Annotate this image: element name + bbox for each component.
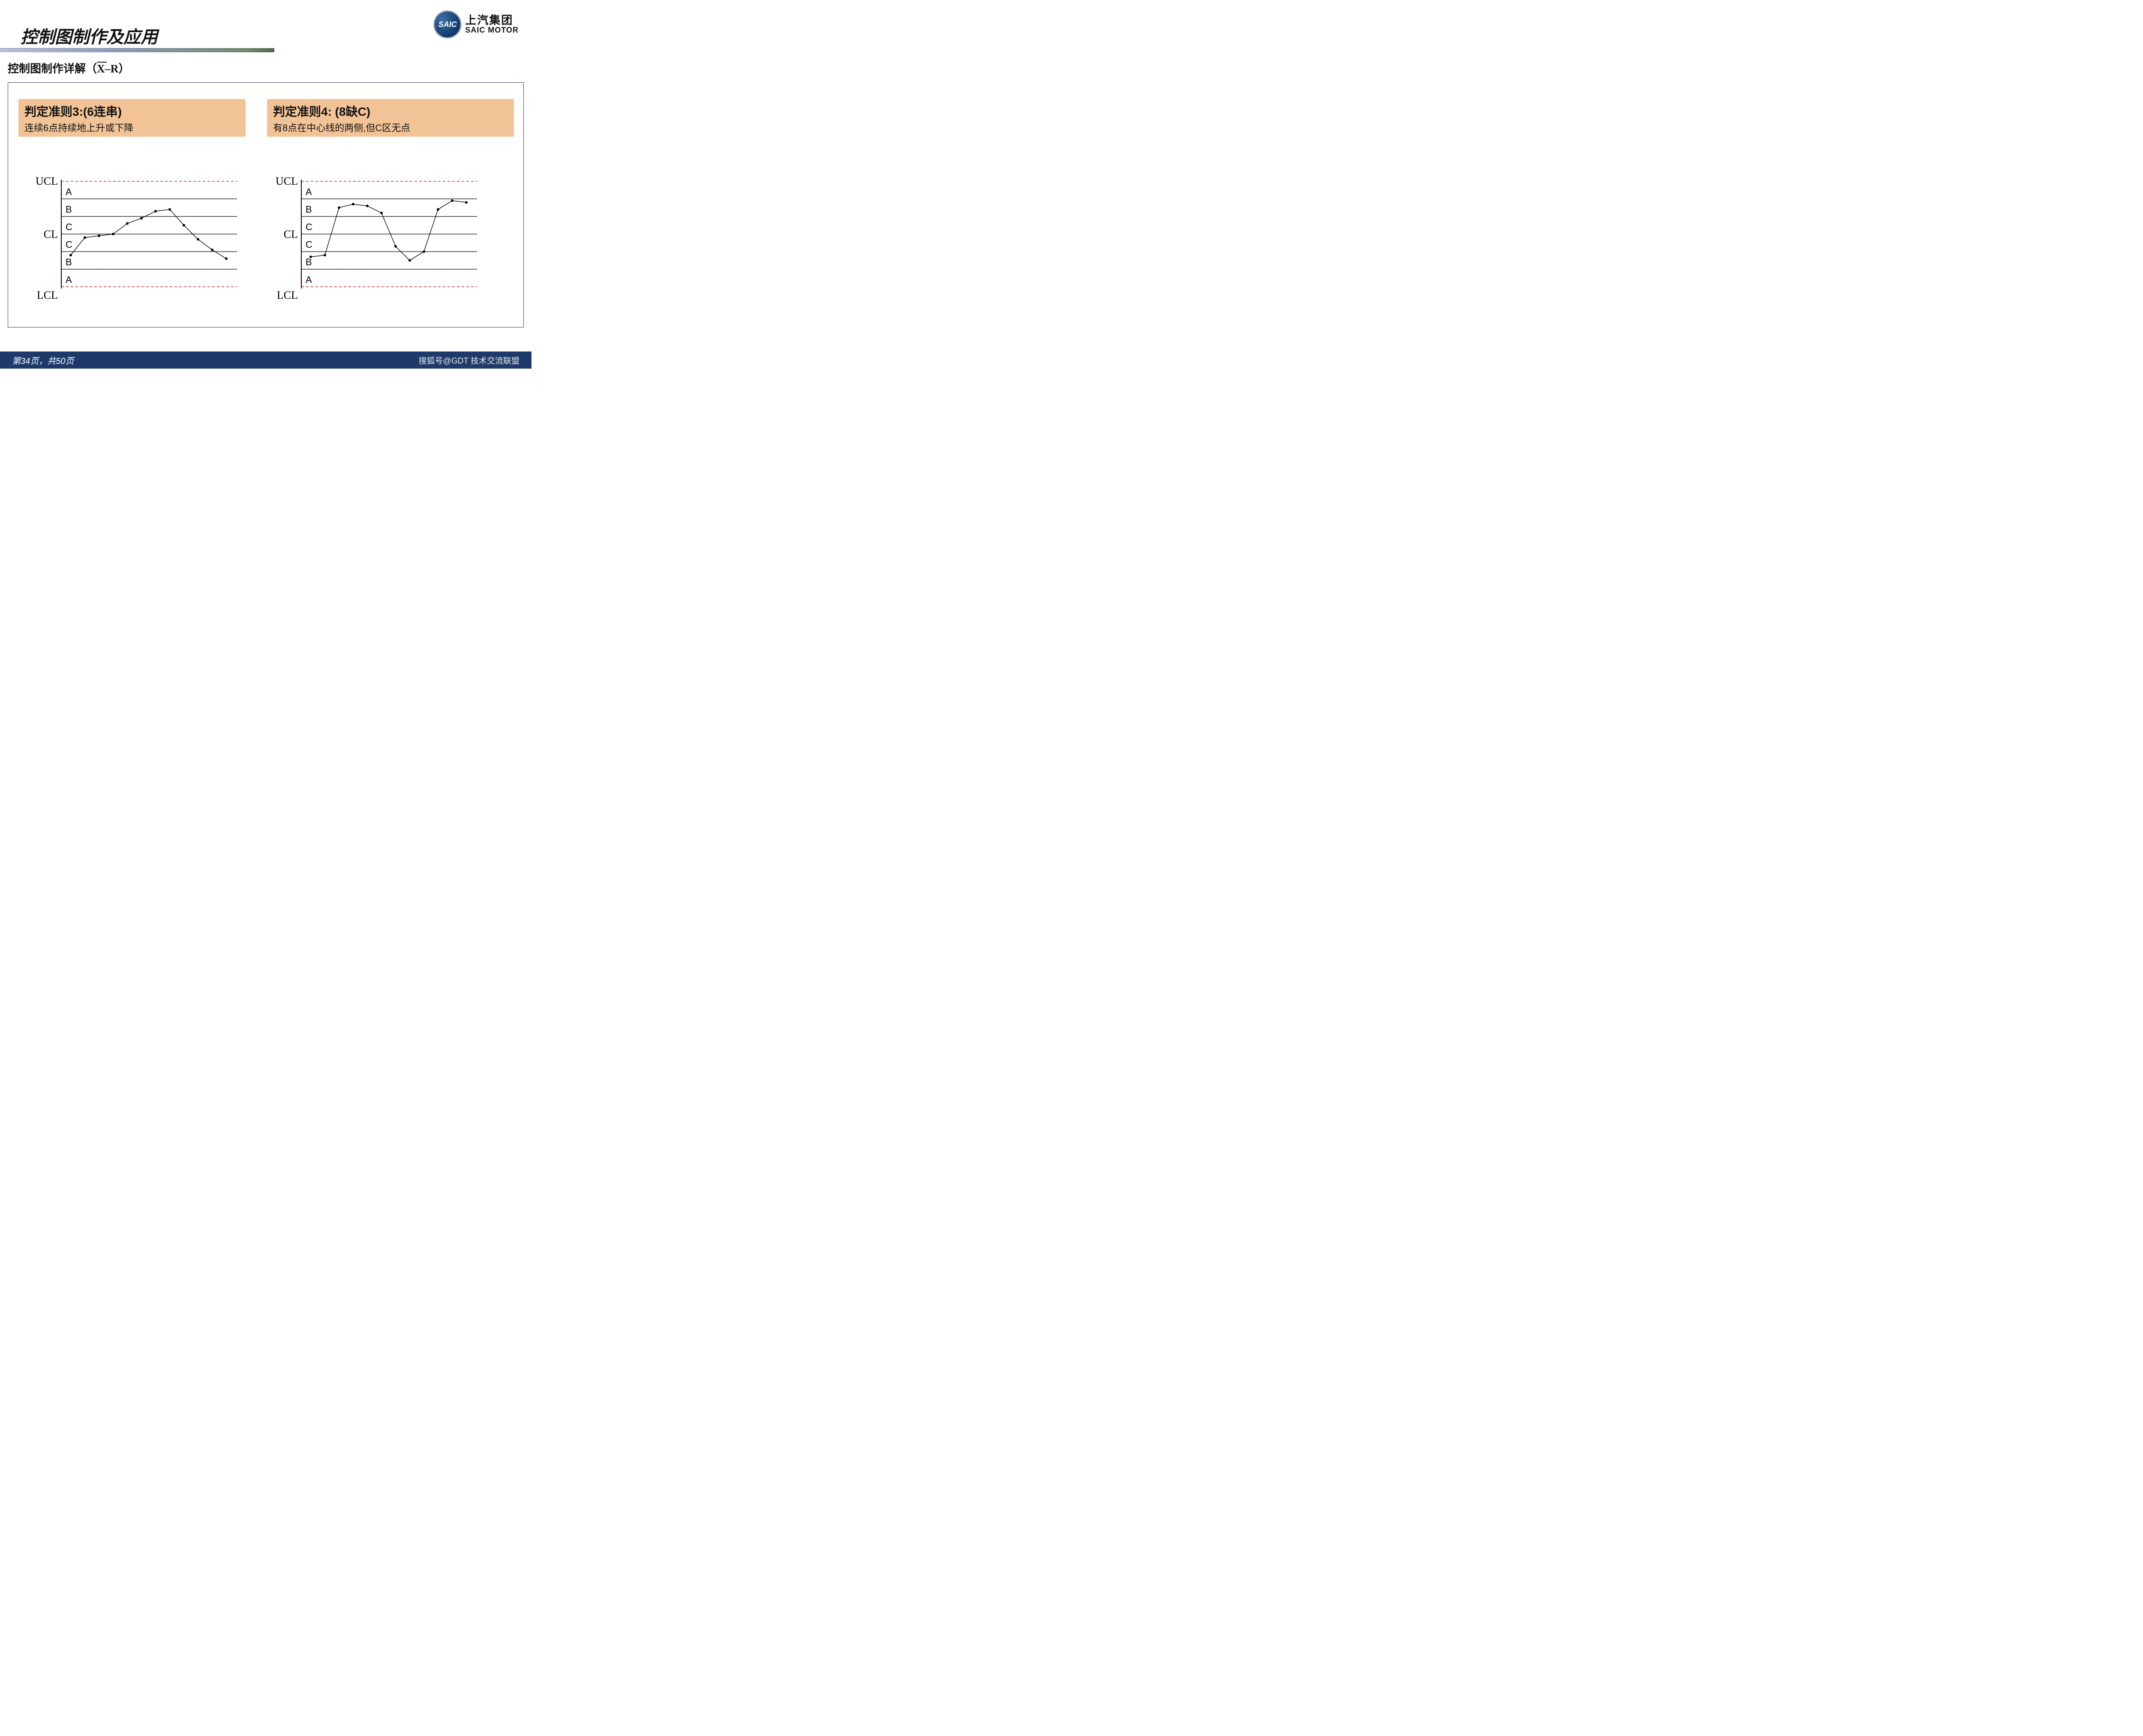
logo-text: 上汽集团 SAIC MOTOR — [465, 14, 519, 35]
svg-text:A: A — [66, 186, 72, 197]
svg-text:B: B — [306, 257, 312, 267]
page-title: 控制图制作及应用 — [21, 23, 158, 48]
content-panel: 判定准则3:(6连串) 连续6点持续地上升或下降 判定准则4: (8缺C) 有8… — [8, 82, 524, 327]
brand-logo: SAIC 上汽集团 SAIC MOTOR — [433, 10, 519, 39]
svg-text:A: A — [306, 274, 312, 285]
svg-text:CL: CL — [44, 228, 58, 240]
svg-text:LCL: LCL — [37, 289, 58, 301]
subtitle-formula: X–R — [97, 63, 119, 75]
chart-rule4: ABCCBAUCLCLLCL — [264, 173, 500, 306]
chart-rule3: ABCCBAUCLCLLCL — [24, 173, 247, 306]
subtitle-suffix: ） — [119, 62, 130, 75]
logo-en: SAIC MOTOR — [465, 26, 519, 35]
svg-text:C: C — [66, 239, 72, 250]
svg-text:B: B — [66, 204, 72, 215]
footer-bar: 第34页，共50页 搜狐号@GDT 技术交流联盟 — [0, 351, 531, 369]
svg-text:UCL: UCL — [276, 175, 298, 187]
title-divider — [0, 48, 274, 52]
logo-badge: SAIC — [433, 10, 462, 39]
svg-text:CL: CL — [284, 228, 298, 240]
svg-text:B: B — [66, 257, 72, 267]
rule4-title: 判定准则4: (8缺C) — [273, 102, 508, 120]
logo-cn: 上汽集团 — [465, 14, 519, 27]
footer-watermark: 搜狐号@GDT 技术交流联盟 — [419, 354, 519, 366]
rule3-desc: 连续6点持续地上升或下降 — [24, 120, 240, 134]
svg-text:UCL: UCL — [36, 175, 58, 187]
svg-text:C: C — [66, 222, 72, 232]
rule4-box: 判定准则4: (8缺C) 有8点在中心线的两侧,但C区无点 — [267, 99, 514, 137]
rule4-desc: 有8点在中心线的两侧,但C区无点 — [273, 120, 508, 134]
svg-text:C: C — [306, 239, 312, 250]
svg-text:LCL: LCL — [277, 289, 298, 301]
rule3-title: 判定准则3:(6连串) — [24, 102, 240, 120]
page-indicator: 第34页，共50页 — [12, 354, 74, 366]
subtitle-prefix: 控制图制作详解（ — [8, 62, 97, 75]
svg-text:B: B — [306, 204, 312, 215]
subtitle: 控制图制作详解（X–R） — [8, 60, 130, 76]
svg-text:A: A — [306, 186, 312, 197]
svg-text:C: C — [306, 222, 312, 232]
svg-text:A: A — [66, 274, 72, 285]
rule3-box: 判定准则3:(6连串) 连续6点持续地上升或下降 — [18, 99, 246, 137]
